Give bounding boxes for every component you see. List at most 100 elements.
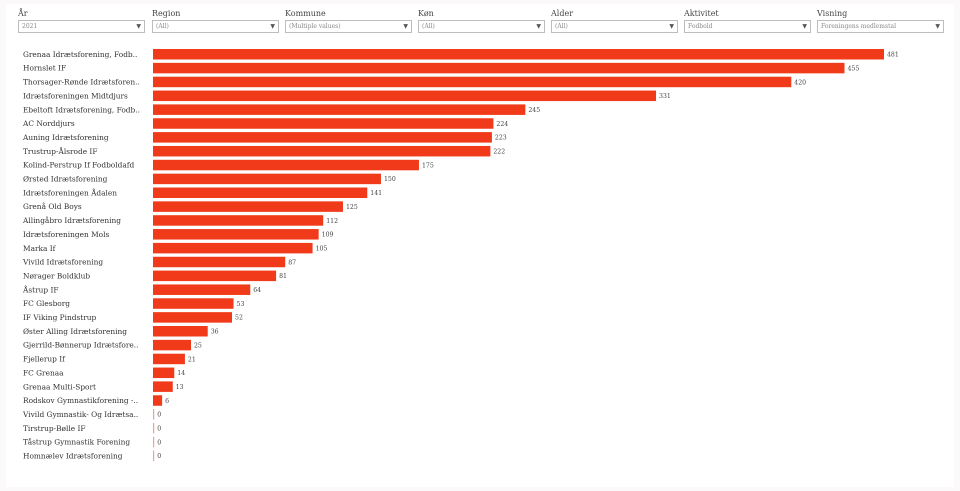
filter-aktivitet: Aktivitet Fodbold ▼: [684, 8, 811, 33]
bar[interactable]: [153, 215, 324, 226]
value-label: 455: [847, 65, 859, 72]
filter-alder-value: (All): [555, 23, 568, 30]
category-label: AC Norddjurs: [22, 119, 75, 128]
category-label: Trustrup-Ålsrode IF: [23, 147, 97, 156]
filter-kon-dropdown[interactable]: (All) ▼: [418, 20, 545, 33]
filter-region: Region (All) ▼: [152, 8, 279, 33]
category-label: Auning Idrætsforening: [22, 133, 109, 142]
category-label: IF Viking Pindstrup: [23, 313, 97, 322]
category-label: Øster Alling Idrætsforening: [23, 327, 127, 336]
value-label: 175: [422, 162, 434, 169]
bar[interactable]: [153, 326, 208, 337]
filter-kon: Køn (All) ▼: [418, 8, 545, 33]
bar[interactable]: [153, 422, 155, 434]
value-label: 52: [235, 315, 243, 322]
value-label: 64: [253, 287, 261, 294]
category-label: Tåstrup Gymnastik Forening: [23, 438, 130, 447]
bar[interactable]: [153, 450, 155, 462]
category-label: Thorsager-Rønde Idrætsforen..: [23, 78, 140, 87]
category-label: Åstrup IF: [22, 285, 59, 294]
category-label: Ebeltoft Idrætsforening, Fodb..: [23, 105, 140, 114]
category-label: Ørsted Idrætsforening: [23, 175, 108, 184]
bar[interactable]: [153, 49, 884, 60]
bar[interactable]: [153, 270, 277, 282]
bar[interactable]: [153, 104, 526, 115]
filter-aktivitet-label: Aktivitet: [684, 9, 719, 18]
dashboard-page: År 2021 ▼ Region (All) ▼ Kommune (Multiple valu…: [6, 4, 954, 487]
bar[interactable]: [153, 90, 657, 102]
filter-visning-label: Visning: [817, 9, 848, 18]
value-label: 53: [237, 301, 245, 308]
value-label: 36: [211, 329, 219, 336]
filter-year-value: 2021: [22, 23, 38, 30]
value-label: 481: [887, 52, 899, 59]
bar[interactable]: [153, 159, 419, 171]
chevron-down-icon: ▼: [270, 23, 275, 30]
filter-visning-dropdown[interactable]: Foreningens medlemstal ▼: [817, 20, 944, 33]
category-label: Vivild Idrætsforening: [22, 258, 103, 267]
category-label: Grenaa Multi-Sport: [23, 382, 96, 391]
value-label: 0: [157, 439, 161, 446]
value-label: 223: [495, 135, 507, 142]
value-label: 21: [188, 356, 196, 363]
category-label: Homnælev Idrætsforening: [23, 452, 123, 461]
bar[interactable]: [153, 381, 173, 392]
bar[interactable]: [153, 256, 286, 268]
filter-region-value: (All): [156, 23, 169, 30]
category-label: FC Glesborg: [23, 299, 70, 308]
filter-kon-label: Køn: [418, 9, 434, 18]
filter-region-label: Region: [152, 9, 181, 18]
bar[interactable]: [153, 339, 191, 351]
bar[interactable]: [153, 242, 313, 254]
value-label: 150: [384, 176, 396, 183]
value-label: 141: [370, 190, 382, 197]
chevron-down-icon: ▼: [802, 23, 807, 30]
value-label: 13: [176, 384, 184, 391]
chevron-down-icon: ▼: [403, 23, 408, 30]
category-label: Idrætsforeningen Mols: [23, 230, 109, 239]
category-label: Marka If: [23, 244, 57, 253]
filter-year-label: År: [18, 9, 28, 18]
bar[interactable]: [153, 409, 155, 420]
bar[interactable]: [153, 312, 233, 323]
bar[interactable]: [153, 76, 792, 88]
bar[interactable]: [153, 395, 163, 406]
value-label: 0: [157, 453, 161, 460]
bar[interactable]: [153, 62, 845, 74]
category-label: Idrætsforeningen Midtdjurs: [23, 91, 128, 100]
bar[interactable]: [153, 145, 491, 157]
value-label: 112: [326, 218, 338, 225]
filter-aktivitet-dropdown[interactable]: Fodbold ▼: [684, 20, 811, 33]
filter-kommune-label: Kommune: [285, 9, 326, 18]
filter-kommune-dropdown[interactable]: (Multiple values) ▼: [285, 20, 412, 33]
bar[interactable]: [153, 298, 234, 309]
category-label: Idrætsforeningen Ådalen: [23, 188, 117, 197]
bar[interactable]: [153, 173, 381, 185]
bar[interactable]: [153, 229, 319, 240]
bar[interactable]: [153, 132, 492, 143]
bar[interactable]: [153, 201, 343, 212]
bar[interactable]: [153, 284, 251, 295]
bar[interactable]: [153, 367, 175, 379]
value-label: 0: [157, 426, 161, 433]
bar[interactable]: [153, 436, 155, 448]
filter-visning-value: Foreningens medlemstal: [821, 23, 896, 30]
category-label: Vivild Gymnastik- Og Idrætsa..: [22, 410, 138, 419]
value-label: 109: [322, 232, 334, 239]
category-label: Grenaa Idrætsforening, Fodb..: [23, 50, 137, 59]
value-label: 25: [194, 342, 202, 349]
category-label: Nørager Boldklub: [23, 271, 90, 280]
value-label: 14: [177, 370, 185, 377]
bar[interactable]: [153, 118, 494, 129]
bar[interactable]: [153, 353, 185, 365]
filter-alder-dropdown[interactable]: (All) ▼: [551, 20, 678, 33]
category-label: Rodskov Gymnastikforening -..: [23, 396, 138, 405]
filter-kommune: Kommune (Multiple values) ▼: [285, 8, 412, 33]
filter-aktivitet-value: Fodbold: [688, 23, 713, 30]
bar-chart: Grenaa Idrætsforening, Fodb.. 481 Hornslet…: [22, 49, 899, 462]
filter-region-dropdown[interactable]: (All) ▼: [152, 20, 279, 33]
bar[interactable]: [153, 187, 368, 199]
filter-year-dropdown[interactable]: 2021 ▼: [18, 20, 145, 33]
value-label: 87: [288, 259, 296, 266]
chevron-down-icon: ▼: [669, 23, 674, 30]
